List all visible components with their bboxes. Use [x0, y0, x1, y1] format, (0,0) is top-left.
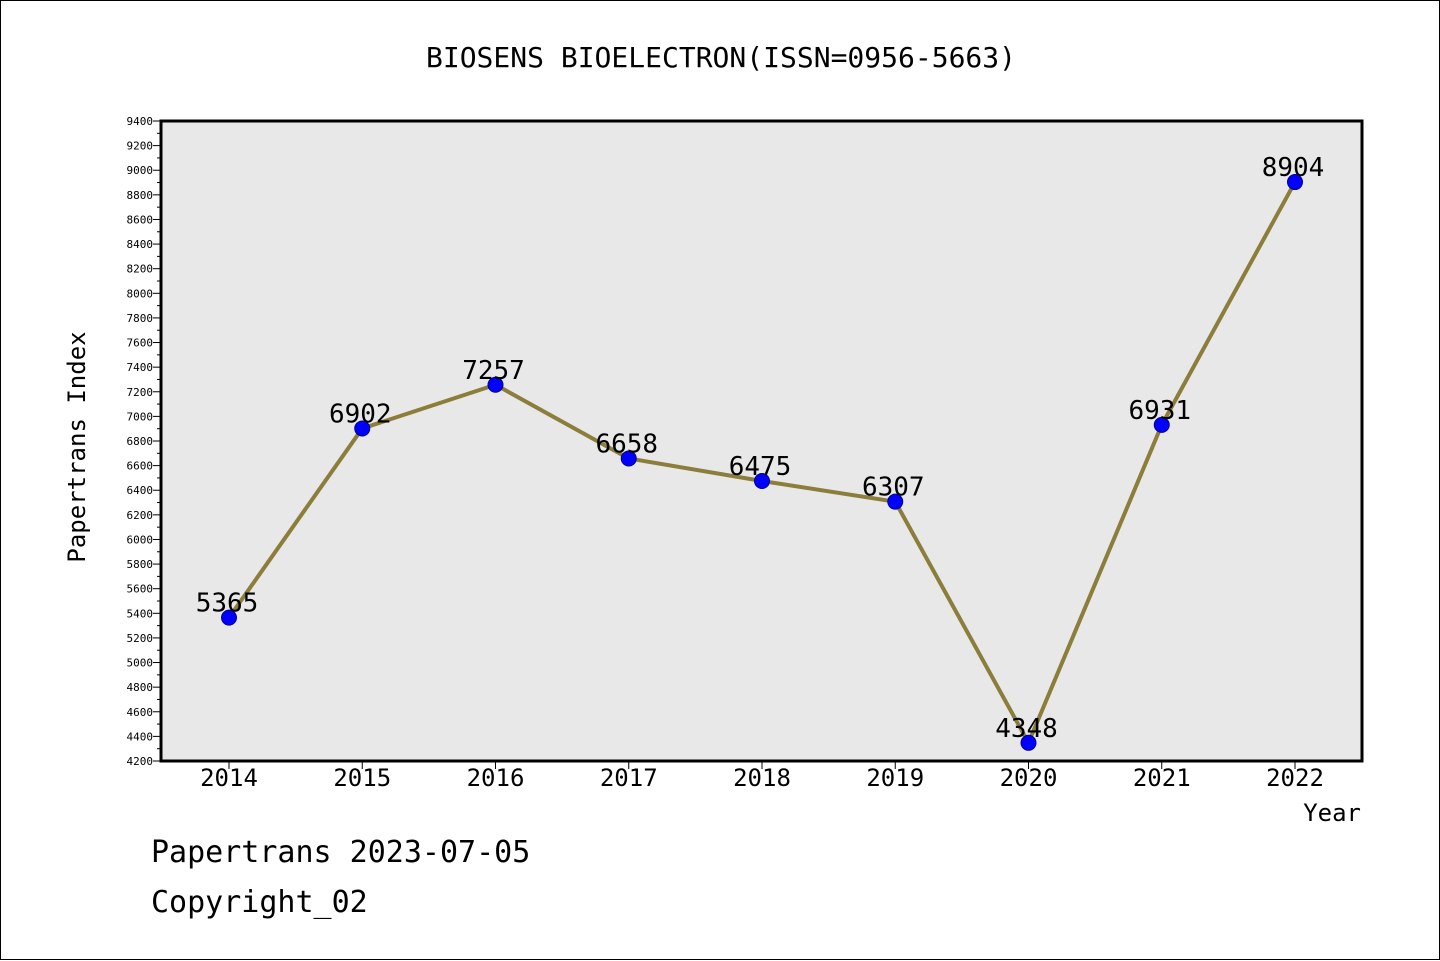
data-label-2014: 5365 [196, 589, 259, 619]
data-label-2022: 8904 [1262, 153, 1325, 183]
data-point-2020 [1020, 734, 1037, 751]
y-tick-label-4400: 4400 [127, 730, 154, 743]
data-point-2022 [1287, 174, 1303, 191]
chart-title: BIOSENS BIOELECTRON(ISSN=0956-5663) [426, 41, 1016, 74]
x-axis-ticks: 2014 2015 2016 2017 2018 2019 2020 2021 2022 [200, 761, 1324, 792]
y-tick-label-5600: 5600 [127, 583, 154, 596]
data-point-2017 [620, 450, 637, 467]
y-tick-label-9200: 9200 [127, 140, 154, 153]
data-label-2016: 7257 [462, 356, 525, 386]
x-tick-label-2015: 2015 [333, 764, 391, 792]
x-tick-label-2017: 2017 [600, 764, 658, 792]
data-label-2018: 6475 [729, 452, 792, 482]
y-tick-label-7000: 7000 [127, 410, 154, 423]
x-tick-label-2019: 2019 [866, 764, 924, 792]
plot-area [159, 119, 1364, 763]
y-tick-label-9400: 9400 [127, 115, 154, 128]
data-point-2019 [887, 493, 904, 510]
y-tick-label-4600: 4600 [127, 706, 154, 719]
y-tick-label-4200: 4200 [127, 755, 154, 768]
y-tick-label-9000: 9000 [127, 164, 154, 177]
x-tick-label-2018: 2018 [733, 764, 791, 792]
y-tick-label-8000: 8000 [127, 287, 154, 300]
y-tick-label-8200: 8200 [127, 263, 154, 276]
x-tick-label-2014: 2014 [200, 764, 258, 792]
y-axis-label: Papertrans Index [63, 331, 91, 562]
y-tick-label-6200: 6200 [127, 509, 154, 522]
data-point-2015 [354, 420, 371, 437]
data-point-2018 [754, 473, 770, 489]
data-label-2019: 6307 [862, 473, 925, 503]
y-tick-label-7400: 7400 [127, 361, 154, 374]
data-label-2021: 6931 [1128, 396, 1191, 426]
y-tick-label-7600: 7600 [127, 337, 154, 350]
y-tick-label-6400: 6400 [127, 484, 154, 497]
y-tick-label-5400: 5400 [127, 607, 154, 620]
data-point-2016 [487, 376, 504, 393]
y-tick-label-7800: 7800 [127, 312, 154, 325]
y-tick-label-8800: 8800 [127, 189, 154, 202]
x-tick-label-2022: 2022 [1266, 764, 1324, 792]
data-label-2020: 4348 [995, 714, 1058, 744]
y-axis-ticks: 4200 4400 4600 4800 5000 5200 5400 5600 5800 6000… [127, 115, 161, 768]
footer-date-text: Papertrans 2023-07-05 [151, 835, 531, 870]
y-tick-label-6800: 6800 [127, 435, 154, 448]
y-tick-label-6600: 6600 [127, 460, 154, 473]
y-tick-label-4800: 4800 [127, 681, 154, 694]
y-tick-label-5200: 5200 [127, 632, 154, 645]
series-layer: 5365 6902 7257 6658 6475 6307 4348 6931 8904 [196, 153, 1325, 751]
y-tick-label-5000: 5000 [127, 657, 154, 670]
x-tick-label-2020: 2020 [1000, 764, 1058, 792]
y-tick-label-5800: 5800 [127, 558, 154, 571]
x-axis-label: Year [1303, 799, 1361, 827]
y-tick-label-7200: 7200 [127, 386, 154, 399]
y-tick-label-8400: 8400 [127, 238, 154, 251]
x-tick-label-2021: 2021 [1133, 764, 1191, 792]
data-point-2014 [221, 609, 237, 626]
data-label-2017: 6658 [595, 429, 658, 459]
y-tick-label-8600: 8600 [127, 213, 154, 226]
x-tick-label-2016: 2016 [467, 764, 525, 792]
data-label-2015: 6902 [329, 399, 392, 429]
y-tick-label-6000: 6000 [127, 533, 154, 546]
footer-copyright-text: Copyright_02 [151, 885, 368, 920]
data-point-2021 [1153, 416, 1170, 433]
